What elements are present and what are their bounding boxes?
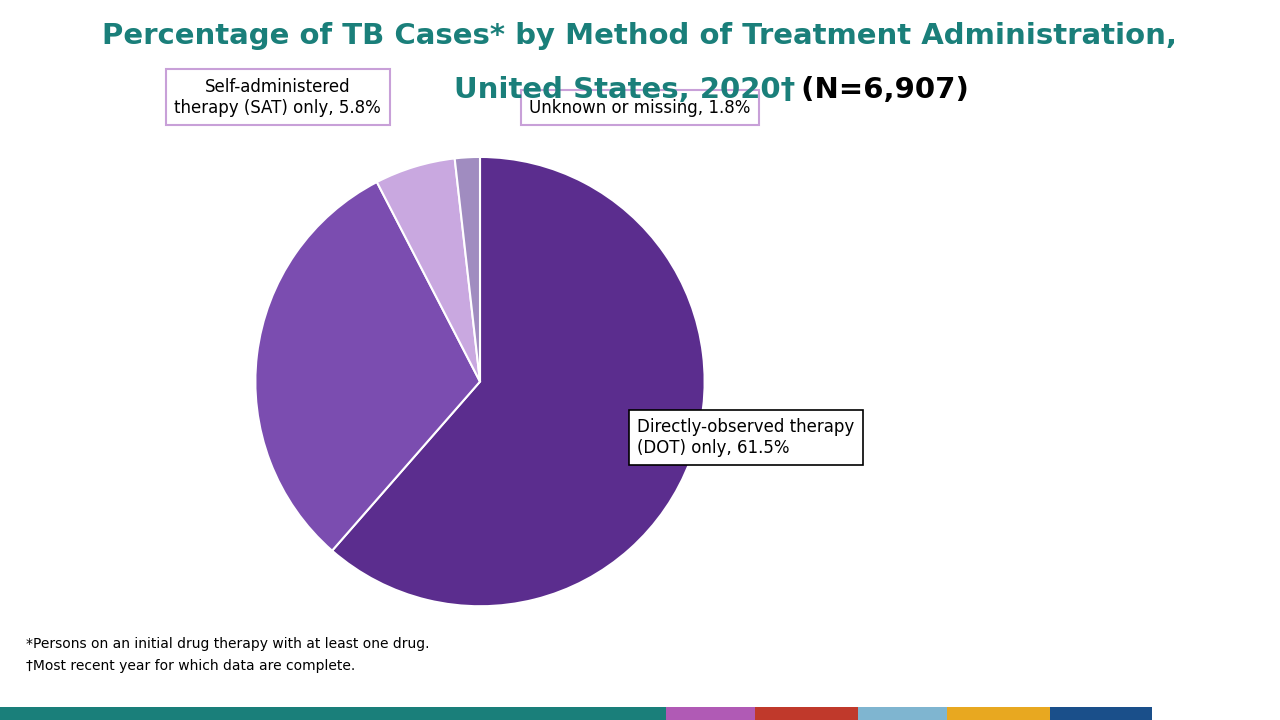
Text: *Persons on an initial drug therapy with at least one drug.: *Persons on an initial drug therapy with… [26,637,429,651]
Text: Self-administered
therapy (SAT) only, 5.8%: Self-administered therapy (SAT) only, 5.… [174,78,381,117]
Wedge shape [454,157,480,382]
Wedge shape [332,157,704,606]
Text: Percentage of TB Cases* by Method of Treatment Administration,: Percentage of TB Cases* by Method of Tre… [102,22,1178,50]
Text: †Most recent year for which data are complete.: †Most recent year for which data are com… [26,659,355,672]
Text: United States, 2020†: United States, 2020† [454,76,796,104]
Text: Unknown or missing, 1.8%: Unknown or missing, 1.8% [530,99,751,117]
Wedge shape [256,182,480,551]
Wedge shape [376,158,480,382]
Text: (N=6,907): (N=6,907) [791,76,969,104]
Text: Directly-observed therapy
(DOT) only, 61.5%: Directly-observed therapy (DOT) only, 61… [637,418,855,457]
